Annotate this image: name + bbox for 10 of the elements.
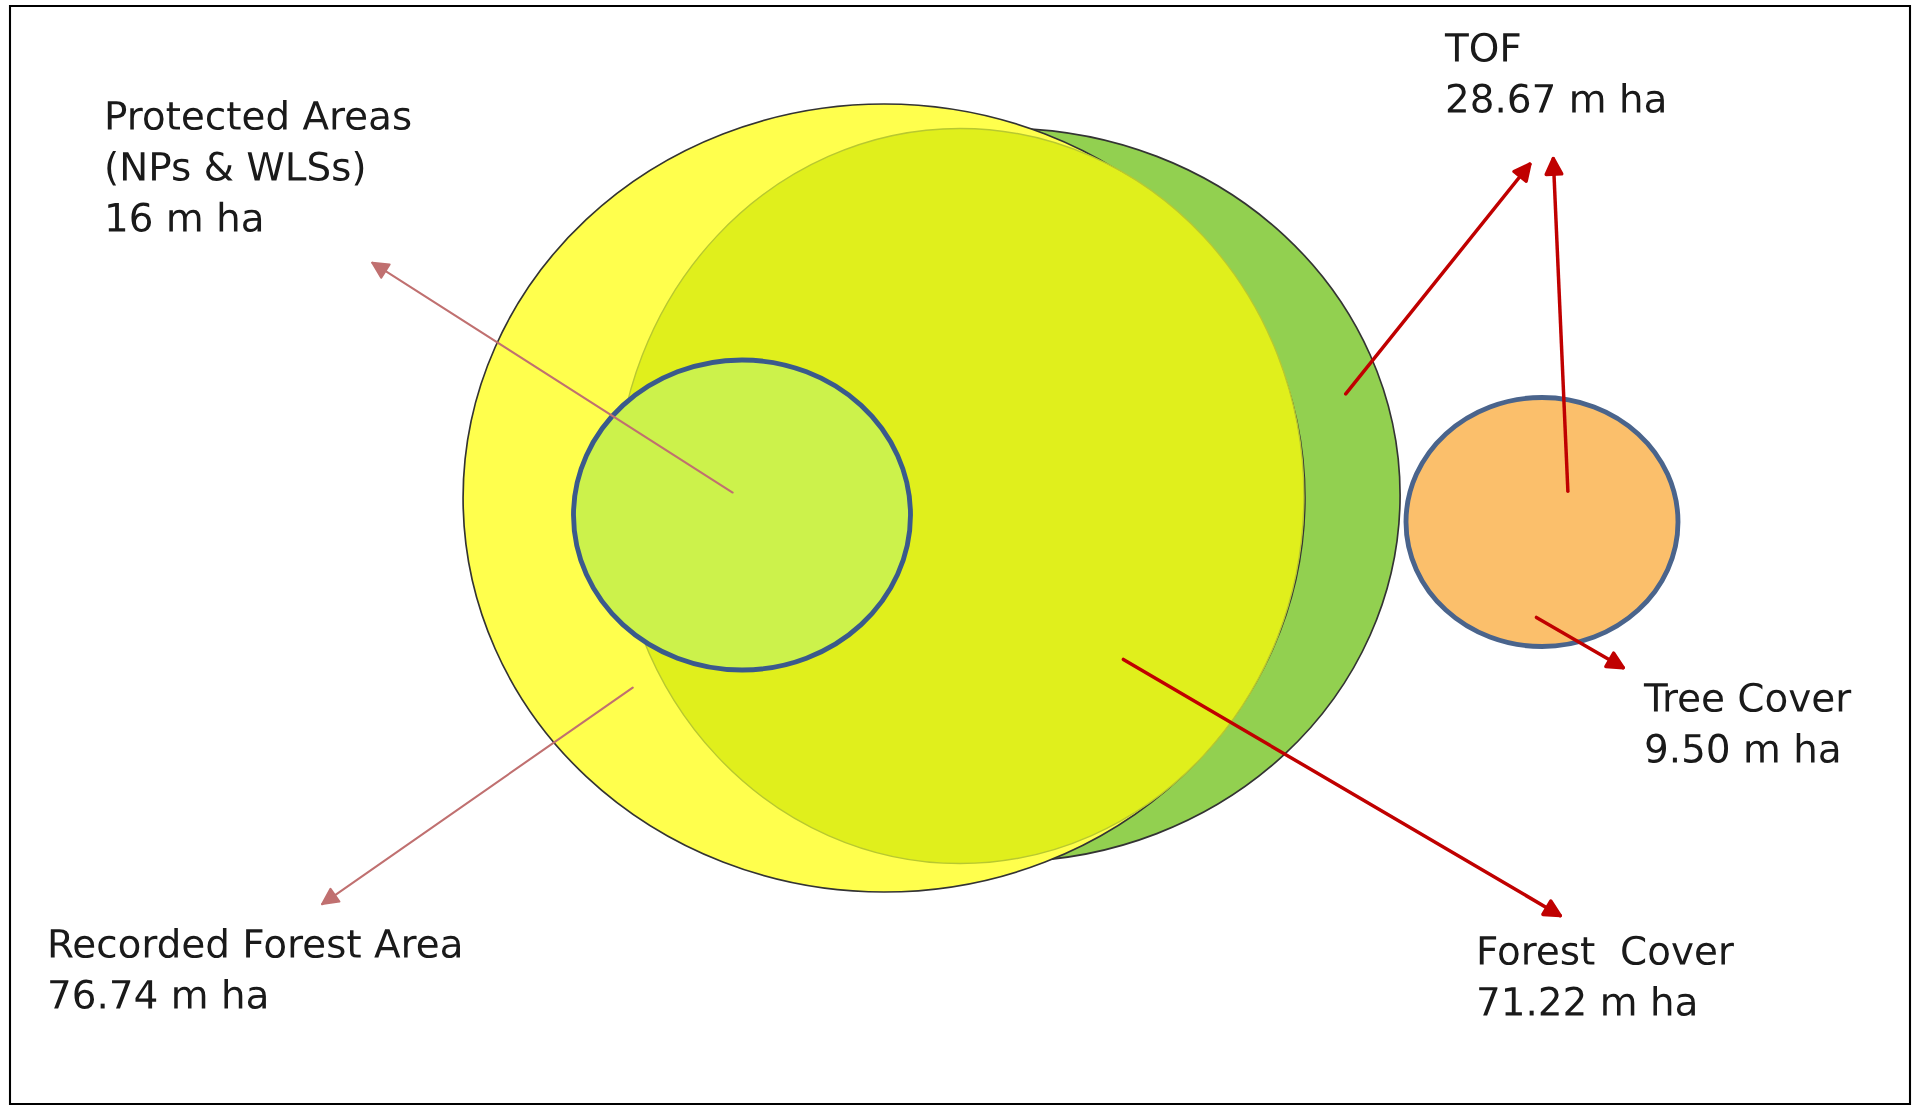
data-label: 71.22 m ha	[1479, 985, 1695, 1017]
data-label: 16 m ha	[108, 201, 262, 232]
data-label: 28.67 m ha	[1447, 82, 1664, 114]
data-label: 76.74 m ha	[50, 978, 266, 1010]
data-label: 9.50 m ha	[1646, 732, 1839, 764]
category-label: Recorded Forest Area	[50, 928, 460, 959]
category-label: Protected Areas (NPs & WLSs)	[107, 100, 411, 186]
category-label: TOF	[1444, 32, 1520, 63]
category-label: Tree Cover	[1643, 682, 1852, 713]
category-label: Forest Cover	[1479, 935, 1734, 966]
